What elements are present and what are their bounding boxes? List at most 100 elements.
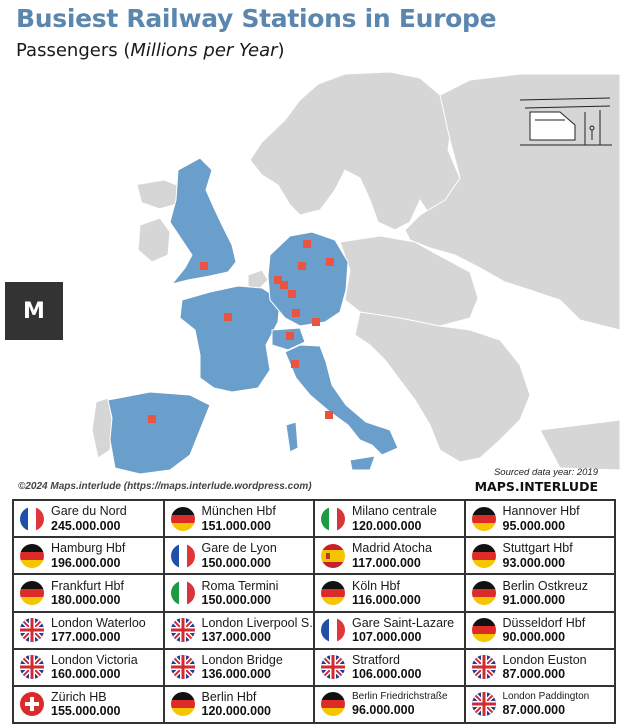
brand-name: MAPS.INTERLUDE (474, 479, 598, 494)
map-title: Busiest Railway Stations in Europe (16, 4, 497, 33)
other-countries (91, 71, 620, 471)
turkey (539, 419, 620, 471)
station-name: London Liverpool S. (201, 615, 313, 630)
germany-flag-icon (321, 692, 345, 717)
station-name: München Hbf (201, 504, 276, 519)
station-name: Madrid Atocha (352, 541, 432, 556)
station-name: Gare du Nord (51, 504, 127, 519)
station-name: London Victoria (51, 652, 138, 667)
station-entry: Milano centrale 120.000.000 (315, 501, 466, 539)
france-flag-icon (321, 618, 345, 643)
station-entry: Gare de Lyon 150.000.000 (164, 538, 315, 576)
uk-flag-icon (170, 618, 195, 643)
germany-flag-icon (321, 580, 345, 605)
station-entry: Gare du Nord 245.000.000 (14, 501, 165, 539)
scandinavia (249, 71, 461, 231)
copyright-notice: ©2024 Maps.interlude (https://maps.inter… (18, 481, 312, 492)
italy (284, 344, 399, 456)
station-name: Hannover Hbf (502, 504, 580, 519)
station-name: London Waterloo (51, 615, 146, 630)
spain (107, 391, 211, 475)
station-name: Düsseldorf Hbf (502, 615, 586, 630)
italy-flag-icon (170, 580, 195, 605)
france-flag-icon (170, 543, 195, 568)
station-name: Zürich HB (51, 690, 107, 705)
station-entry: München Hbf 151.000.000 (164, 501, 315, 539)
marker-paris (224, 313, 232, 321)
station-passengers: 117.000.000 (352, 555, 421, 570)
station-entry: Berlin Friedrichstraße 96.000.000 (315, 686, 466, 724)
station-entry: Hamburg Hbf 196.000.000 (14, 538, 165, 576)
train-station-sketch-icon (519, 97, 612, 146)
station-passengers: 120.000.000 (201, 704, 272, 719)
marker-stuttgart (292, 309, 300, 317)
benelux-small (247, 269, 269, 291)
station-entry: London Euston 87.000.000 (465, 649, 616, 687)
germany-flag-icon (20, 543, 44, 568)
sicily (349, 455, 376, 471)
great-britain (169, 157, 237, 285)
station-entry: Köln Hbf 116.000.000 (315, 575, 466, 613)
sardinia (285, 421, 299, 453)
station-passengers: 151.000.000 (201, 518, 272, 533)
station-passengers: 150.000.000 (201, 555, 272, 570)
station-name: Gare de Lyon (201, 541, 277, 556)
station-name: London Paddington (502, 691, 590, 703)
station-passengers: 96.000.000 (352, 702, 415, 717)
germany-flag-icon (20, 580, 44, 605)
spain-flag-icon (321, 543, 345, 568)
station-passengers: 91.000.000 (502, 592, 566, 607)
station-name: Stratford (352, 652, 400, 667)
germany-flag-icon (471, 580, 496, 605)
station-name: Berlin Hbf (201, 690, 257, 705)
map-subtitle: Passengers (Millions per Year) (16, 40, 285, 61)
station-name: Milano centrale (352, 504, 437, 519)
station-passengers: 160.000.000 (51, 667, 121, 682)
marker-munchen (312, 318, 320, 326)
station-passengers: 106.000.000 (352, 667, 422, 682)
portugal (91, 397, 113, 459)
station-passengers: 150.000.000 (201, 592, 272, 607)
station-name: Roma Termini (201, 578, 279, 593)
marker-london (200, 262, 208, 270)
station-passengers: 116.000.000 (352, 592, 421, 607)
highlighted-countries (107, 157, 399, 475)
germany-flag-icon (170, 692, 195, 717)
station-passengers: 155.000.000 (51, 704, 121, 719)
uk-flag-icon (321, 655, 345, 680)
station-name: London Euston (502, 652, 587, 667)
station-table: Gare du Nord 245.000.000 München Hbf 151.00… (12, 499, 616, 724)
germany-flag-icon (471, 543, 496, 568)
marker-hamburg (303, 240, 311, 248)
station-entry: Stuttgart Hbf 93.000.000 (465, 538, 616, 576)
uk-flag-icon (471, 655, 496, 680)
germany-flag-icon (471, 506, 496, 531)
italy-flag-icon (321, 506, 345, 531)
station-name: Köln Hbf (352, 578, 400, 593)
brand-logo-badge[interactable]: M (5, 282, 63, 340)
poland-central (339, 235, 479, 327)
france-flag-icon (20, 506, 44, 531)
station-passengers: 136.000.000 (201, 667, 272, 682)
station-entry: Berlin Ostkreuz 91.000.000 (465, 575, 616, 613)
station-passengers: 87.000.000 (502, 702, 566, 717)
station-passengers: 180.000.000 (51, 592, 121, 607)
station-entry: Madrid Atocha 117.000.000 (315, 538, 466, 576)
marker-frankfurt (288, 290, 296, 298)
germany-flag-icon (471, 618, 496, 643)
germany-flag-icon (170, 506, 195, 531)
station-name: Hamburg Hbf (51, 541, 126, 556)
station-entry: Frankfurt Hbf 180.000.000 (14, 575, 165, 613)
station-entry: Zürich HB 155.000.000 (14, 686, 165, 724)
station-passengers: 245.000.000 (51, 518, 121, 533)
station-passengers: 120.000.000 (352, 518, 422, 533)
station-passengers: 93.000.000 (502, 555, 566, 570)
marker-madrid (148, 415, 156, 423)
station-passengers: 107.000.000 (352, 630, 422, 645)
station-entry: London Victoria 160.000.000 (14, 649, 165, 687)
station-entry: Hannover Hbf 95.000.000 (465, 501, 616, 539)
source-year-note: Sourced data year: 2019 (493, 467, 598, 478)
station-entry: Stratford 106.000.000 (315, 649, 466, 687)
marker-koln (280, 281, 288, 289)
station-name: Frankfurt Hbf (51, 578, 124, 593)
